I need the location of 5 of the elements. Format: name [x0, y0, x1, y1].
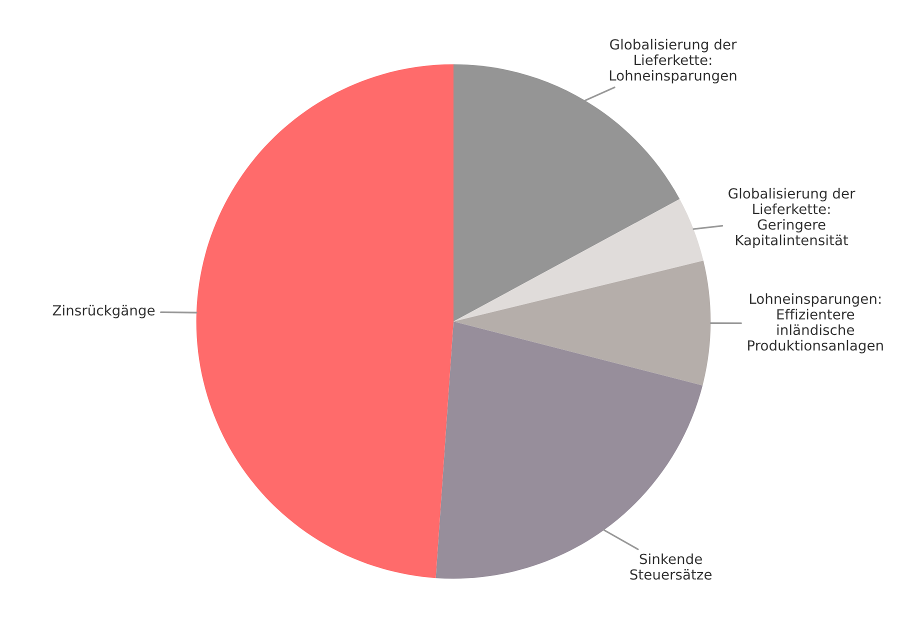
slice-label: Lohneinsparungen: Effizientere inländische Produktionsanlagen — [748, 293, 883, 354]
slice-label: Globalisierung der Lieferkette: Geringere Kapitalintensität — [728, 188, 856, 248]
slice-label: Sinkende Steuersätze — [630, 553, 712, 580]
slice-label: Zinsrückgänge — [52, 304, 155, 318]
slice-label: Globalisierung der Lieferkette: Lohneinsparungen — [610, 38, 737, 84]
